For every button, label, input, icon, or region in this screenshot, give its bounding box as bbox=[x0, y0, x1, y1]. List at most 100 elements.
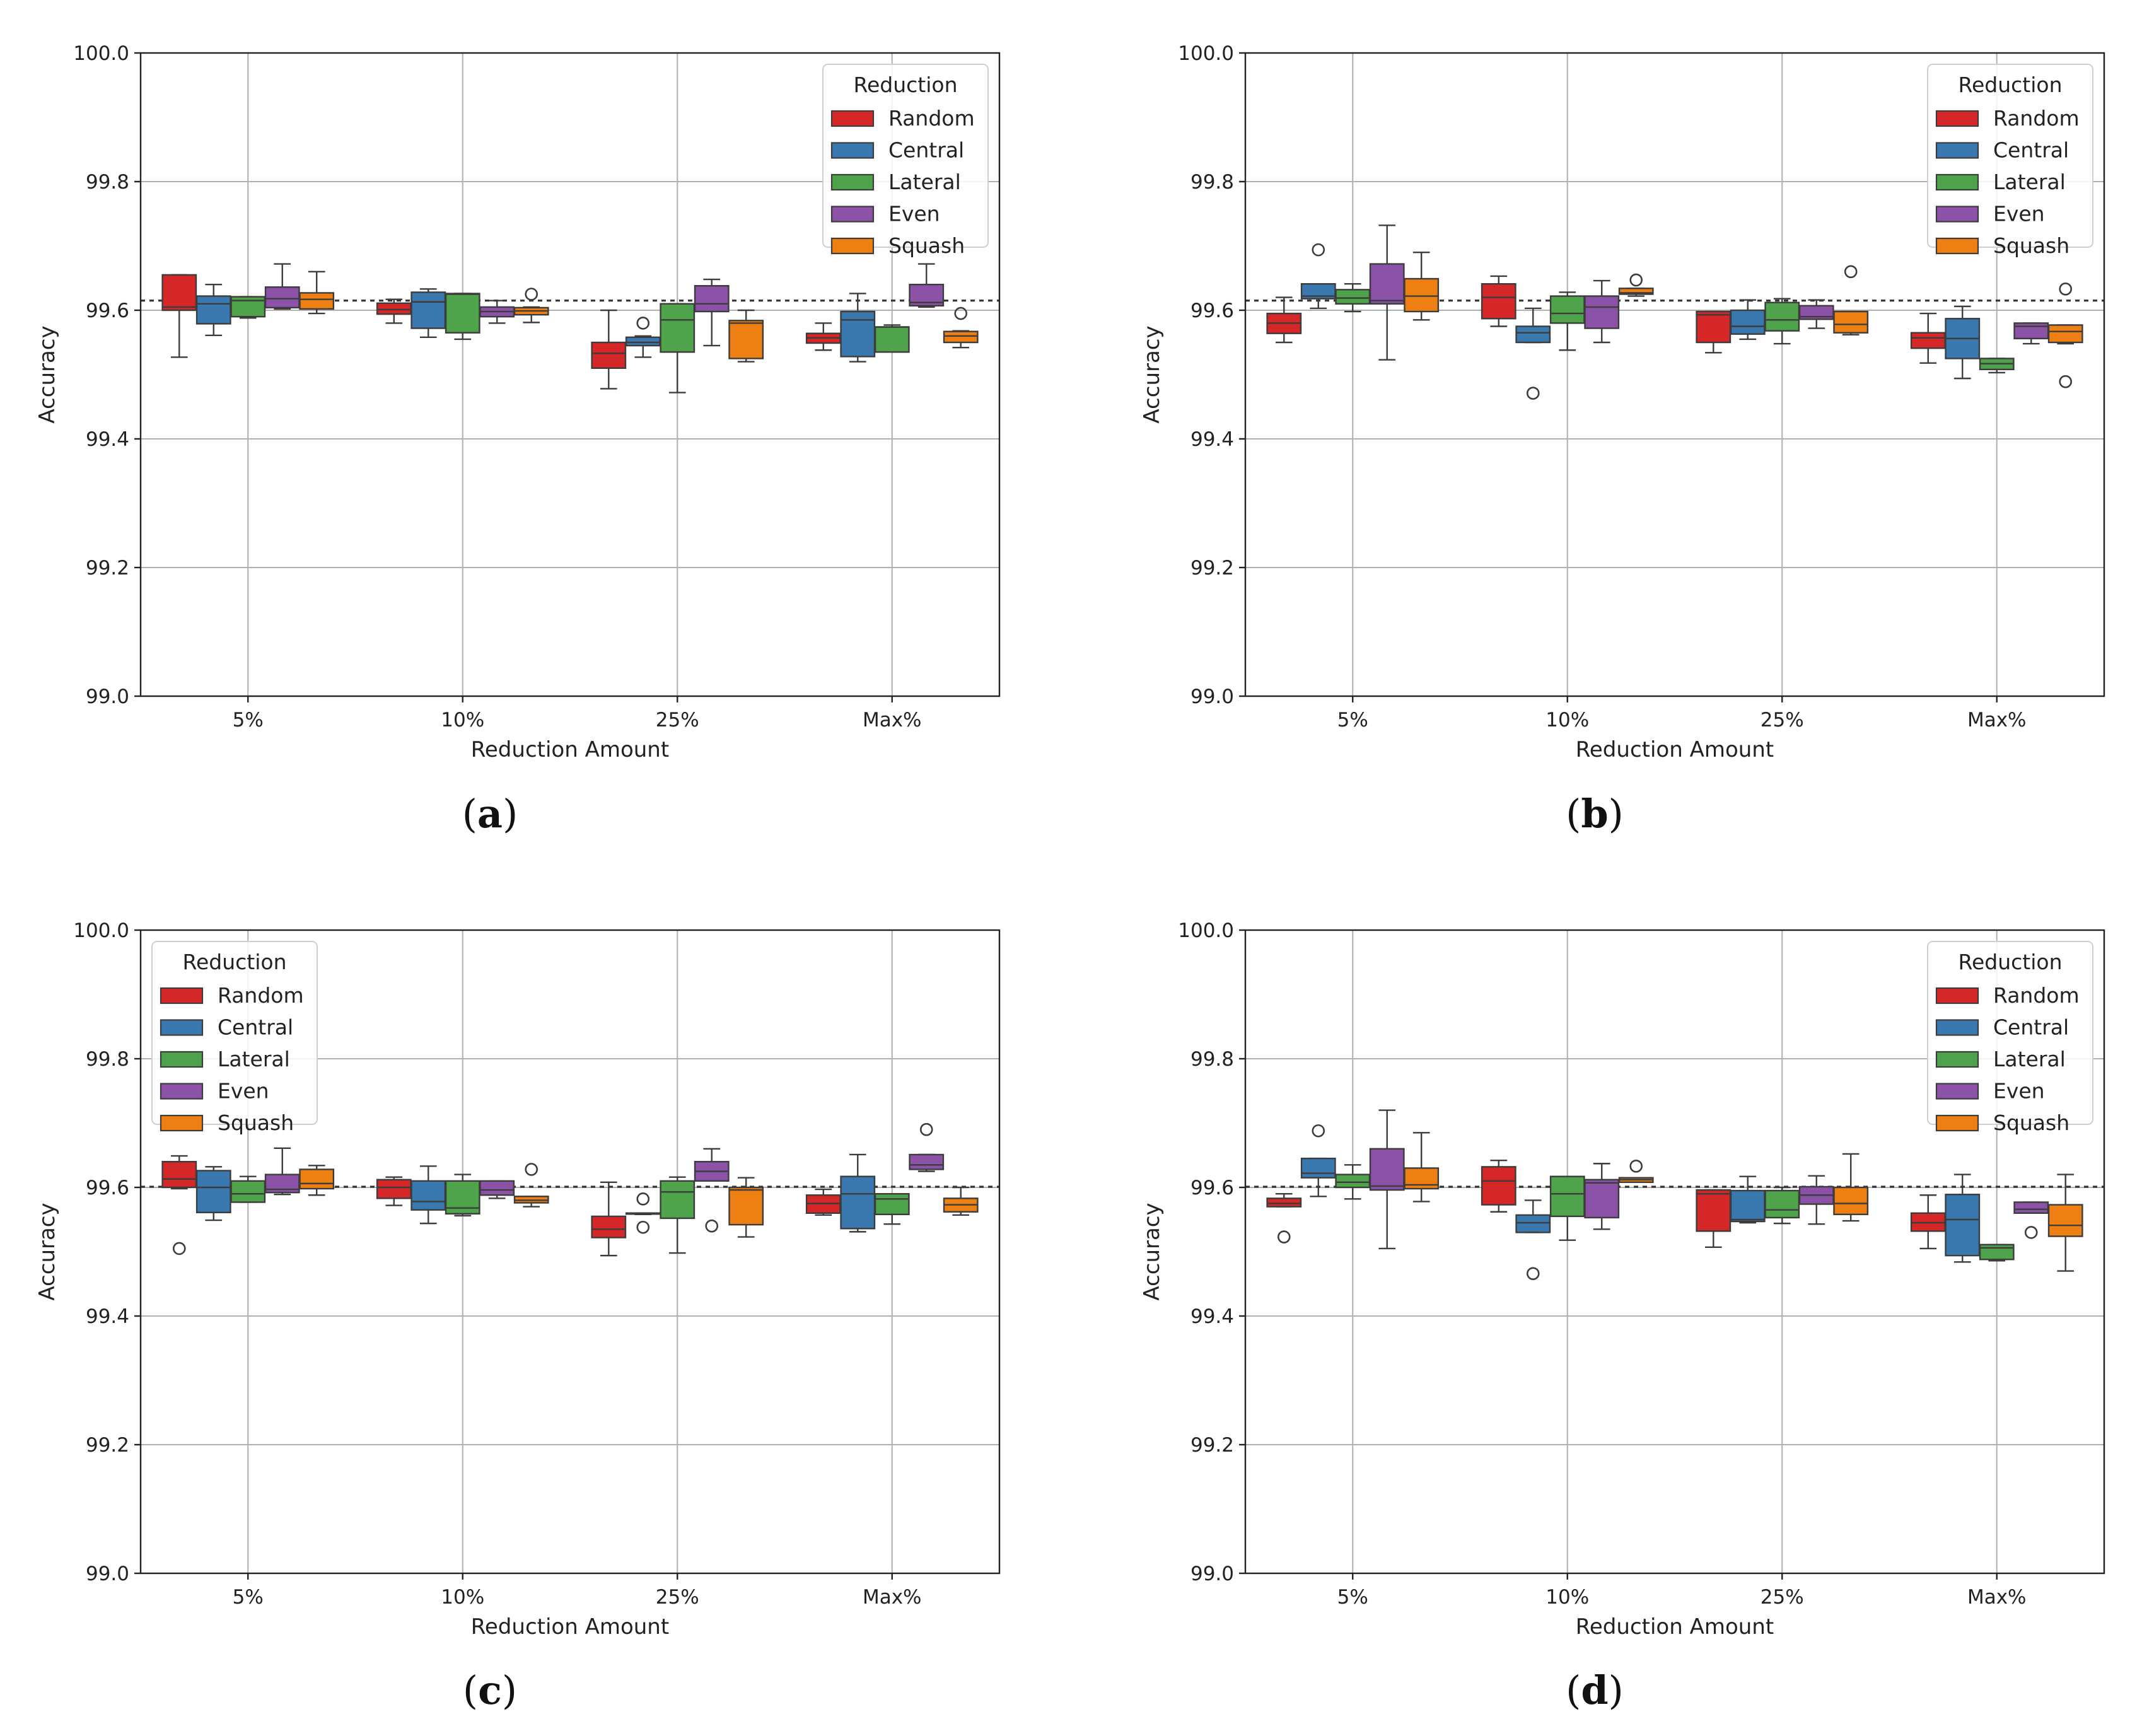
x-tick-label: 10% bbox=[1545, 1586, 1589, 1609]
legend-label: Even bbox=[218, 1079, 269, 1104]
box-lateral-3 bbox=[874, 324, 910, 353]
y-axis-label: Accuracy bbox=[1139, 1203, 1165, 1300]
legend-item-lateral: Lateral bbox=[1935, 170, 2066, 194]
legend-label: Even bbox=[1993, 1079, 2045, 1104]
box-central-2 bbox=[1730, 299, 1766, 341]
box-iqr bbox=[1369, 263, 1405, 305]
legend-swatch bbox=[1935, 110, 1979, 127]
box-iqr bbox=[161, 274, 197, 312]
caption-close-paren: ) bbox=[502, 1667, 517, 1713]
x-tick-label: 25% bbox=[656, 1586, 699, 1609]
panel-caption: (b) bbox=[1566, 791, 1624, 837]
y-tick-label: 99.6 bbox=[1190, 1177, 1234, 1199]
box-iqr bbox=[1584, 295, 1620, 329]
box-iqr bbox=[1549, 1175, 1585, 1218]
chart-panel-d: 99.0 99.2 99.4 99.6 99.8 100.0 5% 10% 25% Max% Red… bbox=[1139, 919, 2105, 1713]
y-tick-label: 99.2 bbox=[1190, 1434, 1234, 1457]
box-random-2 bbox=[1696, 1189, 1732, 1249]
box-iqr bbox=[591, 1215, 627, 1238]
legend: Reduction Random Central Lateral Even Squash bbox=[151, 941, 318, 1135]
x-axis-label: Reduction Amount bbox=[471, 1614, 669, 1640]
box-squash-3 bbox=[2047, 1174, 2083, 1272]
outlier-point bbox=[1526, 387, 1540, 400]
box-lateral-2 bbox=[1764, 298, 1800, 345]
box-iqr bbox=[410, 291, 446, 329]
legend-item-random: Random bbox=[830, 106, 975, 131]
legend-label: Lateral bbox=[888, 170, 961, 194]
box-central-3 bbox=[1945, 1174, 1981, 1263]
box-lateral-0 bbox=[1335, 1164, 1371, 1200]
legend-swatch bbox=[1935, 987, 1979, 1005]
legend-item-central: Central bbox=[1935, 1015, 2069, 1040]
legend-label: Even bbox=[1993, 202, 2045, 226]
box-iqr bbox=[264, 286, 300, 309]
box-squash-2 bbox=[1833, 1153, 1869, 1222]
box-squash-0 bbox=[1404, 252, 1440, 321]
legend: Reduction Random Central Lateral Even Squash bbox=[822, 64, 989, 258]
outlier-point bbox=[954, 306, 968, 320]
box-iqr bbox=[1335, 289, 1371, 305]
x-tick-label: 5% bbox=[233, 709, 264, 731]
legend-item-even: Even bbox=[1935, 202, 2045, 226]
box-even-3 bbox=[909, 263, 945, 308]
outlier-point bbox=[2059, 375, 2073, 388]
outlier-point bbox=[1312, 243, 1325, 257]
box-iqr bbox=[943, 330, 979, 344]
box-random-0 bbox=[1266, 296, 1302, 344]
box-iqr bbox=[1910, 332, 1946, 349]
box-even-2 bbox=[1798, 1175, 1834, 1225]
legend-label: Squash bbox=[1993, 1110, 2069, 1135]
box-even-0 bbox=[1369, 224, 1405, 361]
box-central-2 bbox=[625, 317, 661, 358]
x-tick-label: 10% bbox=[441, 709, 484, 731]
legend-swatch bbox=[160, 1083, 204, 1100]
y-axis-label: Accuracy bbox=[35, 1203, 60, 1300]
caption-letter: b bbox=[1581, 791, 1608, 837]
box-iqr bbox=[1945, 1194, 1981, 1257]
box-iqr bbox=[1404, 1167, 1440, 1190]
outlier-point bbox=[1277, 1230, 1291, 1244]
box-random-1 bbox=[376, 1176, 412, 1206]
outlier-point bbox=[636, 317, 650, 330]
caption-letter: d bbox=[1581, 1667, 1608, 1713]
box-iqr bbox=[840, 1175, 876, 1230]
box-iqr bbox=[625, 336, 661, 347]
box-even-1 bbox=[479, 300, 515, 324]
y-tick-label: 100.0 bbox=[73, 919, 129, 942]
box-even-0 bbox=[264, 263, 300, 310]
box-iqr bbox=[1730, 309, 1766, 335]
box-random-2 bbox=[591, 1181, 627, 1257]
box-random-1 bbox=[376, 298, 412, 324]
chart-panel-b: 99.0 99.2 99.4 99.6 99.8 100.0 5% 10% 25% Max% Red… bbox=[1139, 42, 2105, 837]
legend-item-squash: Squash bbox=[160, 1110, 294, 1135]
x-tick-label: Max% bbox=[1967, 709, 2027, 731]
box-iqr bbox=[2013, 1201, 2049, 1214]
legend-box bbox=[1927, 64, 2093, 248]
legend-item-lateral: Lateral bbox=[830, 170, 961, 194]
box-squash-2 bbox=[728, 1177, 764, 1238]
x-axis-label: Reduction Amount bbox=[471, 737, 669, 762]
caption-open-paren: ( bbox=[463, 1667, 478, 1713]
box-iqr bbox=[230, 296, 266, 318]
y-tick-label: 99.8 bbox=[1190, 1048, 1234, 1071]
box-iqr bbox=[299, 1168, 335, 1190]
box-even-2 bbox=[694, 278, 730, 347]
box-random-0 bbox=[1266, 1192, 1302, 1244]
box-squash-0 bbox=[299, 271, 335, 315]
axes-frame bbox=[139, 929, 1001, 1575]
y-tick-label: 99.4 bbox=[86, 428, 129, 451]
legend-box bbox=[1927, 941, 2093, 1125]
legend-label: Central bbox=[218, 1015, 293, 1040]
legend-swatch bbox=[1935, 1114, 1979, 1132]
legend-item-lateral: Lateral bbox=[1935, 1047, 2066, 1071]
box-iqr bbox=[728, 1186, 764, 1226]
box-squash-3 bbox=[943, 306, 979, 349]
chart-panel-c: 99.0 99.2 99.4 99.6 99.8 100.0 5% 10% 25% Max% Red… bbox=[35, 919, 1001, 1713]
legend-swatch bbox=[1935, 1051, 1979, 1068]
box-iqr bbox=[376, 302, 412, 315]
panel-caption: (c) bbox=[463, 1667, 517, 1713]
box-iqr bbox=[2047, 324, 2083, 344]
box-iqr bbox=[230, 1180, 266, 1203]
box-even-1 bbox=[1584, 279, 1620, 344]
box-even-0 bbox=[264, 1147, 300, 1196]
